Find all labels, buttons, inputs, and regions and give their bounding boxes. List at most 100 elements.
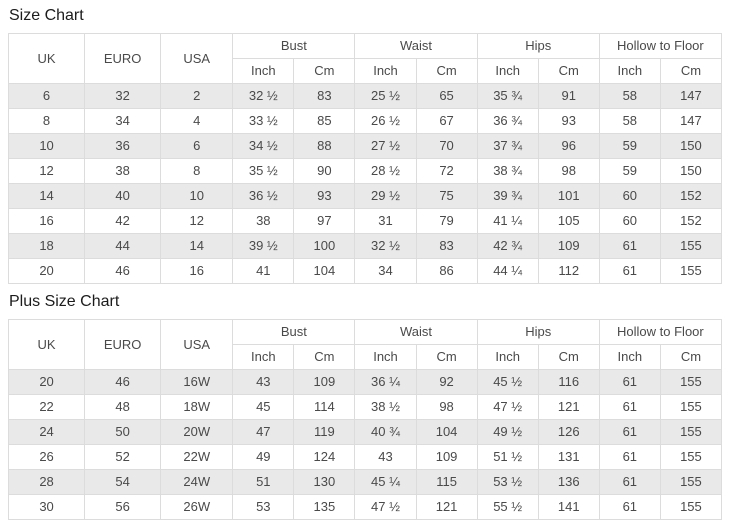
table-row: 16 42 12 38 97 31 79 41 ¼ 105 60 152: [7, 208, 723, 234]
header-row-groups: UK EURO USA Bust Waist Hips Hollow to Floor: [7, 319, 723, 370]
table-cell: 38: [84, 158, 162, 184]
table-cell: 61: [598, 233, 661, 259]
table-cell: 46: [84, 369, 162, 395]
table-cell: 109: [537, 233, 600, 259]
group-header-bust: Bust: [232, 33, 356, 59]
table-cell: 88: [293, 133, 356, 159]
table-cell: 155: [659, 258, 723, 284]
unit-header-cm: Cm: [415, 344, 478, 370]
table-cell: 16: [7, 208, 86, 234]
unit-header-inch: Inch: [476, 344, 539, 370]
table-cell: 51 ½: [476, 444, 539, 470]
table-cell: 39 ¾: [476, 183, 539, 209]
table-cell: 53: [232, 494, 295, 520]
table-cell: 79: [415, 208, 478, 234]
table-cell: 28 ½: [354, 158, 417, 184]
table-cell: 48: [84, 394, 162, 420]
table-cell: 35 ½: [232, 158, 295, 184]
table-cell: 25 ½: [354, 83, 417, 109]
table-cell: 12: [160, 208, 234, 234]
table-cell: 10: [7, 133, 86, 159]
table-cell: 24: [7, 419, 86, 445]
table-cell: 36 ¼: [354, 369, 417, 395]
table-cell: 10: [160, 183, 234, 209]
table-cell: 16W: [160, 369, 234, 395]
table-cell: 53 ½: [476, 469, 539, 495]
table-cell: 4: [160, 108, 234, 134]
unit-header-inch: Inch: [354, 58, 417, 84]
table-cell: 83: [415, 233, 478, 259]
unit-header-inch: Inch: [476, 58, 539, 84]
table-cell: 119: [293, 419, 356, 445]
table-cell: 6: [160, 133, 234, 159]
table-cell: 32: [84, 83, 162, 109]
table-cell: 40: [84, 183, 162, 209]
size-chart-section: Size Chart UK EURO USA Bust Waist Hips Hollow …: [0, 6, 730, 284]
unit-header-cm: Cm: [415, 58, 478, 84]
unit-header-cm: Cm: [659, 344, 723, 370]
table-cell: 61: [598, 419, 661, 445]
table-cell: 47 ½: [354, 494, 417, 520]
table-cell: 43: [354, 444, 417, 470]
table-cell: 49 ½: [476, 419, 539, 445]
table-cell: 100: [293, 233, 356, 259]
table-cell: 38 ½: [354, 394, 417, 420]
table-cell: 46: [84, 258, 162, 284]
table-cell: 34: [354, 258, 417, 284]
plus-size-chart-table: UK EURO USA Bust Waist Hips Hollow to Floor Inc…: [7, 319, 723, 520]
table-cell: 150: [659, 133, 723, 159]
plus-size-chart-title: Plus Size Chart: [9, 293, 120, 310]
table-row: 20 46 16 41 104 34 86 44 ¼ 112 61 155: [7, 258, 723, 284]
table-row: 14 40 10 36 ½ 93 29 ½ 75 39 ¾ 101 60 152: [7, 183, 723, 209]
table-cell: 155: [659, 394, 723, 420]
table-cell: 50: [84, 419, 162, 445]
table-cell: 72: [415, 158, 478, 184]
table-cell: 36 ½: [232, 183, 295, 209]
table-cell: 16: [160, 258, 234, 284]
header-row-units: Inch Cm Inch Cm Inch Cm Inch Cm: [9, 344, 723, 370]
table-cell: 58: [598, 83, 661, 109]
unit-header-inch: Inch: [232, 344, 295, 370]
table-cell: 61: [598, 369, 661, 395]
table-cell: 12: [7, 158, 86, 184]
table-cell: 59: [598, 158, 661, 184]
table-cell: 155: [659, 369, 723, 395]
table-cell: 126: [537, 419, 600, 445]
table-cell: 41 ¼: [476, 208, 539, 234]
table-cell: 18W: [160, 394, 234, 420]
table-cell: 91: [537, 83, 600, 109]
table-row: 8 34 4 33 ½ 85 26 ½ 67 36 ¾ 93 58 147: [7, 108, 723, 134]
table-cell: 131: [537, 444, 600, 470]
table-cell: 155: [659, 419, 723, 445]
unit-header-cm: Cm: [293, 344, 356, 370]
unit-header-inch: Inch: [598, 58, 661, 84]
table-cell: 20W: [160, 419, 234, 445]
table-cell: 147: [659, 83, 723, 109]
table-cell: 75: [415, 183, 478, 209]
table-cell: 67: [415, 108, 478, 134]
table-cell: 43: [232, 369, 295, 395]
table-row: 30 56 26W 53 135 47 ½ 121 55 ½ 141 61 155: [7, 494, 723, 520]
table-cell: 60: [598, 183, 661, 209]
table-cell: 38 ¾: [476, 158, 539, 184]
table-cell: 58: [598, 108, 661, 134]
column-header-usa: USA: [160, 319, 234, 370]
table-cell: 56: [84, 494, 162, 520]
size-chart-table: UK EURO USA Bust Waist Hips Hollow to Floor Inc…: [7, 33, 723, 284]
table-cell: 34: [84, 108, 162, 134]
table-cell: 93: [293, 183, 356, 209]
table-cell: 8: [160, 158, 234, 184]
table-cell: 121: [415, 494, 478, 520]
table-cell: 45 ½: [476, 369, 539, 395]
table-row: 6 32 2 32 ½ 83 25 ½ 65 35 ¾ 91 58 147: [7, 83, 723, 109]
group-header-hips: Hips: [476, 33, 600, 59]
table-row: 28 54 24W 51 130 45 ¼ 115 53 ½ 136 61 155: [7, 469, 723, 495]
unit-header-cm: Cm: [537, 344, 600, 370]
unit-header-cm: Cm: [537, 58, 600, 84]
table-cell: 44 ¼: [476, 258, 539, 284]
table-row: 24 50 20W 47 119 40 ¾ 104 49 ½ 126 61 155: [7, 419, 723, 445]
table-cell: 30: [7, 494, 86, 520]
table-cell: 121: [537, 394, 600, 420]
table-cell: 104: [293, 258, 356, 284]
table-cell: 52: [84, 444, 162, 470]
